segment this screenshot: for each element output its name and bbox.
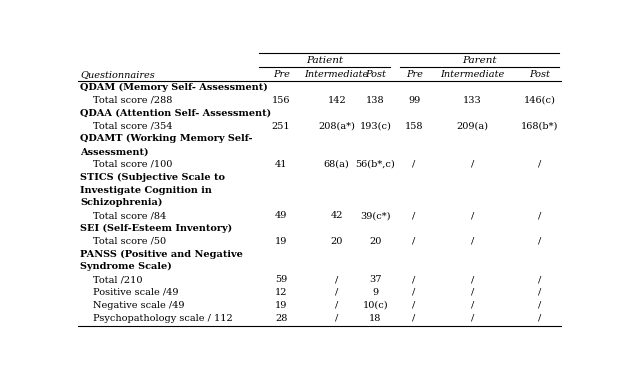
- Text: Assessment): Assessment): [80, 147, 149, 156]
- Text: /: /: [539, 288, 542, 297]
- Text: 168(b*): 168(b*): [521, 122, 558, 131]
- Text: PANSS (Positive and Negative: PANSS (Positive and Negative: [80, 250, 243, 259]
- Text: Parent: Parent: [462, 56, 497, 65]
- Text: /: /: [412, 237, 416, 246]
- Text: QDAA (Attention Self- Assessment): QDAA (Attention Self- Assessment): [80, 109, 271, 118]
- Text: 142: 142: [328, 96, 346, 105]
- Text: QDAMT (Working Memory Self-: QDAMT (Working Memory Self-: [80, 134, 253, 144]
- Text: Intermediate: Intermediate: [305, 70, 369, 79]
- Text: 10(c): 10(c): [363, 301, 388, 310]
- Text: /: /: [412, 301, 416, 310]
- Text: 59: 59: [275, 275, 287, 284]
- Text: Intermediate: Intermediate: [440, 70, 504, 79]
- Text: 209(a): 209(a): [456, 122, 488, 131]
- Text: 156: 156: [272, 96, 290, 105]
- Text: 20: 20: [369, 237, 382, 246]
- Text: 9: 9: [373, 288, 379, 297]
- Text: 12: 12: [275, 288, 288, 297]
- Text: /: /: [539, 237, 542, 246]
- Text: /: /: [470, 160, 474, 169]
- Text: /: /: [470, 301, 474, 310]
- Text: /: /: [335, 301, 338, 310]
- Text: /: /: [470, 211, 474, 220]
- Text: 138: 138: [366, 96, 385, 105]
- Text: /: /: [470, 288, 474, 297]
- Text: Syndrome Scale): Syndrome Scale): [80, 262, 172, 272]
- Text: Patient: Patient: [306, 56, 343, 65]
- Text: /: /: [335, 313, 338, 322]
- Text: 18: 18: [369, 313, 382, 322]
- Text: Negative scale /49: Negative scale /49: [92, 301, 184, 310]
- Text: Total score /50: Total score /50: [92, 237, 165, 246]
- Text: SEI (Self-Esteem Inventory): SEI (Self-Esteem Inventory): [80, 224, 233, 233]
- Text: 37: 37: [369, 275, 382, 284]
- Text: /: /: [412, 160, 416, 169]
- Text: 41: 41: [275, 160, 288, 169]
- Text: /: /: [412, 211, 416, 220]
- Text: /: /: [412, 275, 416, 284]
- Text: 146(c): 146(c): [524, 96, 556, 105]
- Text: Pre: Pre: [273, 70, 290, 79]
- Text: /: /: [539, 313, 542, 322]
- Text: Positive scale /49: Positive scale /49: [92, 288, 178, 297]
- Text: 39(c*): 39(c*): [360, 211, 391, 220]
- Text: 133: 133: [463, 96, 482, 105]
- Text: 99: 99: [408, 96, 420, 105]
- Text: 42: 42: [331, 211, 343, 220]
- Text: 208(a*): 208(a*): [318, 122, 355, 131]
- Text: /: /: [539, 275, 542, 284]
- Text: /: /: [470, 237, 474, 246]
- Text: /: /: [335, 275, 338, 284]
- Text: /: /: [470, 313, 474, 322]
- Text: 158: 158: [405, 122, 423, 131]
- Text: QDAM (Memory Self- Assessment): QDAM (Memory Self- Assessment): [80, 83, 268, 92]
- Text: 19: 19: [275, 237, 287, 246]
- Text: Schizophrenia): Schizophrenia): [80, 198, 163, 207]
- Text: Post: Post: [365, 70, 386, 79]
- Text: Total score /100: Total score /100: [92, 160, 172, 169]
- Text: /: /: [539, 211, 542, 220]
- Text: Pre: Pre: [406, 70, 422, 79]
- Text: 20: 20: [331, 237, 343, 246]
- Text: Total /210: Total /210: [92, 275, 142, 284]
- Text: Total score /84: Total score /84: [92, 211, 166, 220]
- Text: /: /: [539, 301, 542, 310]
- Text: /: /: [470, 275, 474, 284]
- Text: Questionnaires: Questionnaires: [80, 70, 155, 79]
- Text: STICS (Subjective Scale to: STICS (Subjective Scale to: [80, 173, 225, 182]
- Text: 193(c): 193(c): [359, 122, 391, 131]
- Text: /: /: [335, 288, 338, 297]
- Text: 56(b*,c): 56(b*,c): [356, 160, 395, 169]
- Text: Total score /288: Total score /288: [92, 96, 172, 105]
- Text: /: /: [412, 313, 416, 322]
- Text: Investigate Cognition in: Investigate Cognition in: [80, 186, 212, 194]
- Text: 49: 49: [275, 211, 287, 220]
- Text: 68(a): 68(a): [324, 160, 349, 169]
- Text: /: /: [539, 160, 542, 169]
- Text: Psychopathology scale / 112: Psychopathology scale / 112: [92, 313, 232, 322]
- Text: 19: 19: [275, 301, 287, 310]
- Text: Total score /354: Total score /354: [92, 122, 172, 131]
- Text: 251: 251: [272, 122, 290, 131]
- Text: Post: Post: [529, 70, 550, 79]
- Text: 28: 28: [275, 313, 287, 322]
- Text: /: /: [412, 288, 416, 297]
